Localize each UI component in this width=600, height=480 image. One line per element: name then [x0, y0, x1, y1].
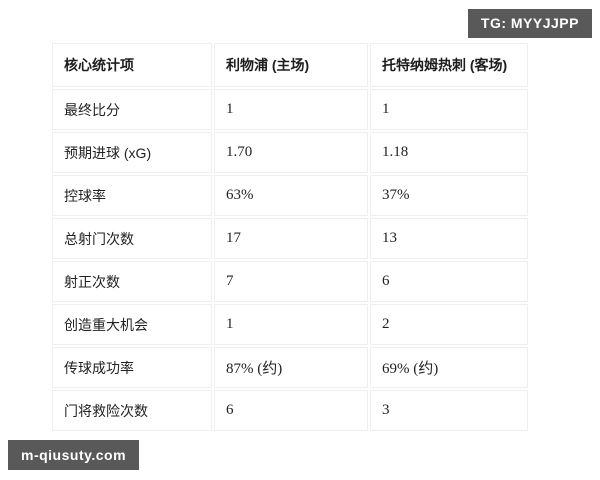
column-header-home-team: 利物浦 (主场): [214, 43, 368, 87]
stat-label: 控球率: [52, 175, 212, 216]
stat-value-home: 6: [214, 390, 368, 431]
stat-label: 创造重大机会: [52, 304, 212, 345]
stat-label: 总射门次数: [52, 218, 212, 259]
stat-value-away: 3: [370, 390, 528, 431]
stat-label: 预期进球 (xG): [52, 132, 212, 173]
table-row: 最终比分 1 1: [52, 89, 528, 130]
table-row: 总射门次数 17 13: [52, 218, 528, 259]
stat-value-home: 87% (约): [214, 347, 368, 388]
match-stats-table: 核心统计项 利物浦 (主场) 托特纳姆热刺 (客场) 最终比分 1 1 预期进球 (x…: [50, 41, 530, 433]
stat-value-away: 69% (约): [370, 347, 528, 388]
table-row: 射正次数 7 6: [52, 261, 528, 302]
stat-value-home: 1: [214, 304, 368, 345]
table-row: 控球率 63% 37%: [52, 175, 528, 216]
stat-label: 最终比分: [52, 89, 212, 130]
table-row: 门将救险次数 6 3: [52, 390, 528, 431]
table-row: 传球成功率 87% (约) 69% (约): [52, 347, 528, 388]
stat-value-away: 1.18: [370, 132, 528, 173]
table-row: 创造重大机会 1 2: [52, 304, 528, 345]
site-watermark-badge: m-qiusuty.com: [8, 440, 140, 470]
stat-value-home: 1.70: [214, 132, 368, 173]
stat-value-away: 1: [370, 89, 528, 130]
stat-value-away: 6: [370, 261, 528, 302]
stat-value-home: 63%: [214, 175, 368, 216]
column-header-stat: 核心统计项: [52, 43, 212, 87]
stat-value-home: 17: [214, 218, 368, 259]
stat-label: 门将救险次数: [52, 390, 212, 431]
column-header-away-team: 托特纳姆热刺 (客场): [370, 43, 528, 87]
stat-value-away: 13: [370, 218, 528, 259]
telegram-watermark-badge: TG: MYYJJPP: [467, 9, 592, 38]
stat-value-home: 7: [214, 261, 368, 302]
stat-value-away: 37%: [370, 175, 528, 216]
stat-label: 传球成功率: [52, 347, 212, 388]
table-row: 预期进球 (xG) 1.70 1.18: [52, 132, 528, 173]
stat-value-away: 2: [370, 304, 528, 345]
stat-label: 射正次数: [52, 261, 212, 302]
stat-value-home: 1: [214, 89, 368, 130]
table-header-row: 核心统计项 利物浦 (主场) 托特纳姆热刺 (客场): [52, 43, 528, 87]
